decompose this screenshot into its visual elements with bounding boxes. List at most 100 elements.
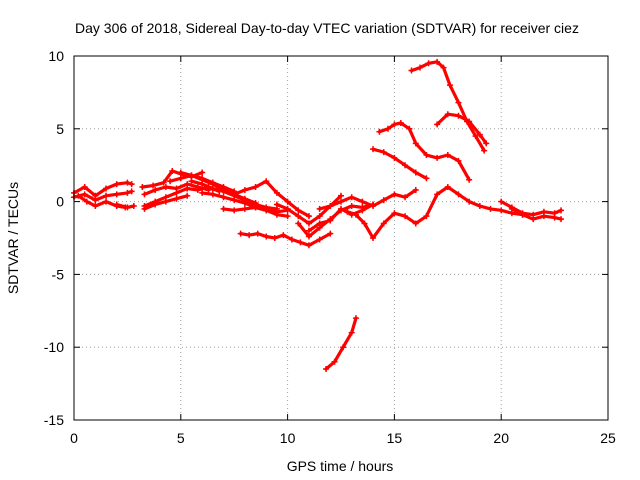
grid-layer [74, 56, 608, 420]
data-point [444, 152, 451, 159]
data-point [466, 118, 473, 125]
data-point [361, 220, 368, 227]
data-point [338, 192, 344, 199]
data-point [391, 154, 398, 161]
data-point [425, 60, 432, 67]
data-point [273, 201, 280, 208]
data-point [305, 233, 312, 240]
data-point [417, 64, 424, 71]
data-point [466, 176, 473, 183]
data-point [103, 185, 110, 192]
data-point [370, 235, 377, 241]
data-point [254, 230, 261, 237]
data-point [476, 131, 483, 138]
data-point [359, 198, 366, 205]
data-point [508, 205, 515, 212]
data-point [237, 230, 244, 237]
data-point [103, 198, 110, 205]
data-point [370, 201, 377, 208]
series-track-27 [508, 205, 565, 223]
data-point [380, 197, 387, 204]
data-point [184, 185, 191, 192]
data-point [188, 172, 195, 179]
data-point [241, 186, 248, 193]
data-point [173, 189, 180, 196]
series-track-21 [323, 315, 359, 373]
data-point [103, 192, 110, 199]
data-point [273, 208, 280, 215]
data-point [231, 207, 238, 214]
data-point [92, 202, 99, 209]
data-point [327, 202, 334, 209]
data-point [498, 198, 505, 205]
y-tick-label: -10 [44, 339, 64, 355]
data-point [263, 233, 270, 240]
x-axis-label: GPS time / hours [287, 458, 394, 474]
data-point [472, 133, 479, 140]
data-point [466, 198, 473, 205]
data-point [141, 205, 148, 212]
y-axis-label: SDTVAR / TECUs [5, 182, 21, 294]
data-point [130, 202, 137, 209]
data-point [246, 232, 253, 239]
data-point [113, 201, 120, 208]
data-point [412, 140, 419, 147]
data-point [83, 198, 90, 205]
data-point [481, 147, 488, 154]
data-point [340, 344, 347, 351]
data-point [455, 157, 462, 164]
data-point [402, 162, 409, 169]
data-point [455, 99, 462, 106]
series-track-25 [434, 111, 490, 147]
x-tick-label: 0 [70, 430, 78, 446]
data-point [271, 235, 278, 241]
data-point [348, 194, 355, 201]
data-point [423, 152, 430, 159]
data-point [173, 195, 180, 202]
tick-layer: 0 5 10 15 20 25 -15 -10 -5 0 5 10 [44, 48, 616, 446]
data-point [231, 191, 238, 198]
data-point [177, 169, 184, 176]
data-point [323, 366, 330, 373]
data-point [305, 242, 312, 249]
series-layer [71, 58, 565, 373]
y-tick-label: 10 [48, 48, 64, 64]
data-point [231, 197, 238, 204]
data-point [397, 119, 404, 126]
data-point [376, 128, 383, 135]
data-point [412, 169, 419, 176]
data-point [331, 358, 338, 365]
series-track-04 [113, 201, 137, 211]
data-point [280, 232, 287, 239]
data-point [316, 220, 323, 227]
data-point [423, 213, 430, 220]
data-point [139, 184, 146, 191]
data-point [483, 140, 490, 147]
data-point [81, 184, 88, 191]
data-point [423, 175, 430, 182]
y-tick-label: 0 [56, 194, 64, 210]
data-point [338, 205, 344, 212]
data-point [167, 178, 174, 185]
data-point [352, 211, 359, 218]
data-point [487, 205, 494, 212]
data-point [434, 121, 441, 128]
data-point [305, 213, 312, 220]
data-point [384, 125, 391, 132]
x-tick-label: 20 [493, 430, 509, 446]
data-point [434, 154, 441, 161]
series-track-18 [316, 186, 419, 212]
series-track-20 [344, 184, 526, 241]
data-point [359, 207, 366, 214]
data-point [558, 216, 565, 223]
data-point [498, 207, 505, 214]
data-point [284, 213, 291, 220]
data-point [402, 213, 409, 220]
data-point [316, 213, 323, 220]
data-point [338, 198, 344, 205]
data-point [241, 205, 248, 212]
data-point [177, 175, 184, 182]
data-point [152, 201, 159, 208]
data-point [440, 64, 447, 71]
